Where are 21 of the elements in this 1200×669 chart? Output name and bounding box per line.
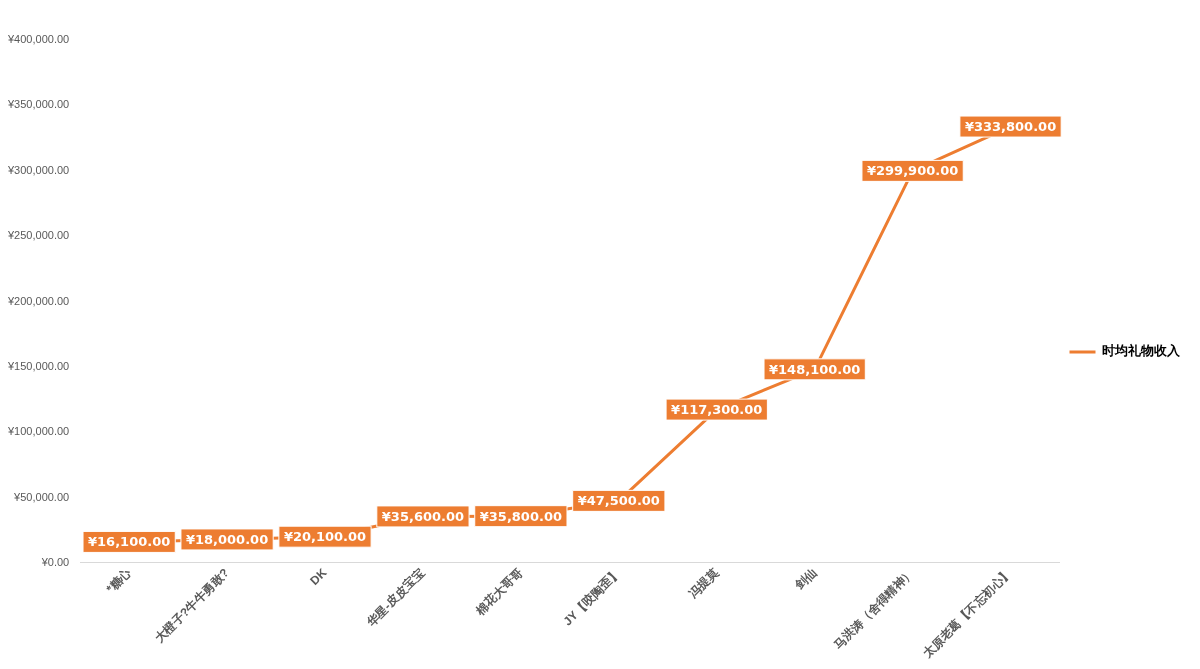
x-tick-label: 太原老葛【不忘初心】 — [919, 565, 1015, 662]
y-tick-label: ¥400,000.00 — [7, 33, 70, 46]
x-tick-label: DK — [307, 565, 330, 588]
y-tick-label: ¥300,000.00 — [7, 163, 70, 176]
x-tick-label: 冯提莫 — [685, 565, 722, 601]
y-tick-label: ¥350,000.00 — [7, 98, 70, 111]
x-tick-label: *糖心 — [103, 564, 135, 596]
data-label: ¥333,800.00 — [964, 118, 1057, 134]
y-tick-label: ¥250,000.00 — [7, 229, 70, 242]
y-tick-label: ¥200,000.00 — [7, 294, 70, 307]
x-tick-label: JY【咬陶歪】 — [560, 565, 624, 629]
x-tick-label: 马洪涛（舍得精神） — [830, 565, 918, 652]
y-tick-label: ¥0.00 — [40, 556, 70, 568]
x-tick-label: 棉花大哥哥 — [472, 565, 526, 619]
x-tick-label: 华星-皮皮宝宝 — [363, 565, 428, 630]
y-tick-label: ¥100,000.00 — [7, 425, 70, 438]
y-tick-label: ¥150,000.00 — [7, 359, 70, 372]
legend-label: 时均礼物收入 — [1102, 343, 1181, 359]
x-tick-label: 大橙子?牛牛勇敢? — [151, 565, 232, 646]
y-tick-label: ¥50,000.00 — [13, 490, 70, 503]
x-tick-label: 剑仙 — [791, 565, 820, 594]
